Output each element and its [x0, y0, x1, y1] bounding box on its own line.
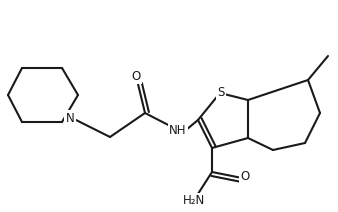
Text: H₂N: H₂N [183, 194, 205, 208]
Text: O: O [131, 70, 141, 82]
Text: O: O [240, 170, 250, 184]
Text: S: S [217, 85, 225, 99]
Text: N: N [66, 112, 74, 124]
Text: NH: NH [169, 124, 187, 137]
